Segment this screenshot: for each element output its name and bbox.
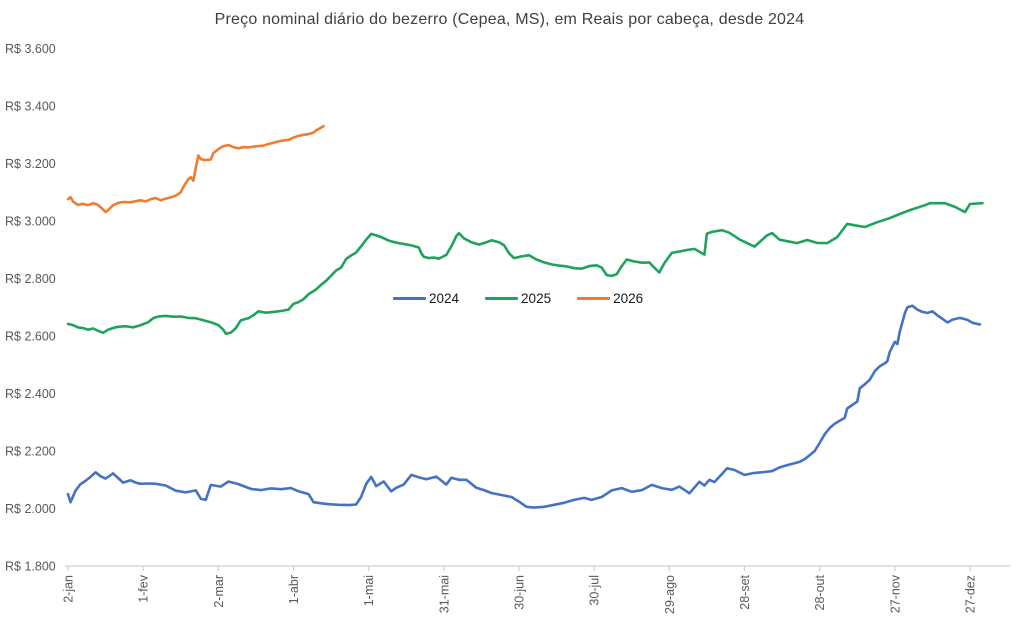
chart-title: Preço nominal diário do bezerro (Cepea, … — [214, 11, 805, 28]
legend-item-2026: 2026 — [577, 291, 643, 306]
x-axis-label: 28-set — [738, 574, 752, 609]
y-axis-label: R$ 2.000 — [5, 502, 56, 516]
x-axis-label: 27-dez — [964, 575, 978, 613]
legend-swatch-2025-icon — [485, 297, 519, 300]
legend-swatch-2024-icon — [393, 297, 426, 300]
legend-label-2026: 2026 — [613, 291, 644, 306]
x-axis-label: 2-jan — [62, 575, 76, 603]
series-line-2026 — [66, 124, 325, 214]
legend-swatch-2026-icon — [577, 297, 611, 300]
y-axis-label: R$ 2.200 — [5, 445, 56, 459]
x-axis-label: 1-mai — [362, 575, 376, 606]
series-line-2025 — [66, 201, 984, 336]
x-axis-label: 1-abr — [287, 575, 301, 604]
y-axis-label: R$ 3.600 — [5, 42, 56, 56]
x-axis-label: 27-nov — [888, 574, 902, 613]
x-axis-label: 2-mar — [212, 575, 226, 608]
x-axis-label: 30-jul — [588, 575, 602, 606]
y-axis-label: R$ 3.200 — [5, 157, 56, 171]
x-axis-label: 28-out — [813, 574, 827, 610]
x-axis-label: 1-fev — [137, 574, 151, 603]
y-axis-label: R$ 1.800 — [5, 560, 56, 574]
y-axis-label: R$ 3.400 — [5, 100, 56, 114]
y-axis-label: R$ 2.400 — [5, 387, 56, 401]
y-axis-label: R$ 2.600 — [5, 330, 56, 344]
legend-label-2025: 2025 — [521, 291, 552, 306]
legend-item-2024: 2024 — [393, 291, 459, 306]
y-axis-label: R$ 3.000 — [5, 215, 56, 229]
x-axis-label: 31-mai — [437, 575, 451, 613]
y-axis-label: R$ 2.800 — [5, 272, 56, 286]
legend-item-2025: 2025 — [485, 291, 551, 306]
series-line-2024 — [66, 304, 982, 509]
legend-label-2024: 2024 — [429, 291, 460, 306]
legend: 2024 2025 2026 — [393, 291, 643, 306]
x-axis-label: 29-ago — [663, 575, 677, 614]
x-axis-label: 30-jun — [513, 575, 527, 610]
